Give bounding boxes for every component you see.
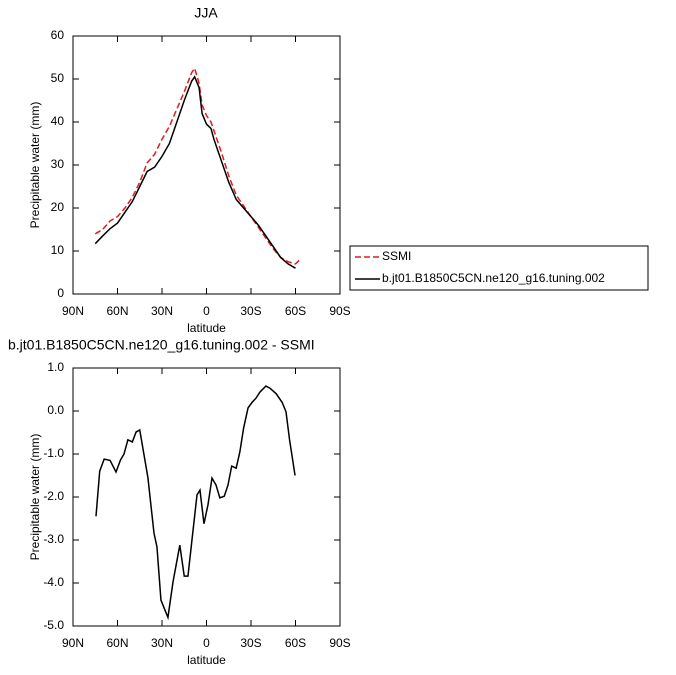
x-axis-label: latitude xyxy=(187,653,226,667)
y-tick-label: 40 xyxy=(51,114,65,128)
x-tick-label: 60N xyxy=(106,636,128,650)
legend-label: b.jt01.B1850C5CN.ne120_g16.tuning.002 xyxy=(382,271,605,285)
y-tick-label: 60 xyxy=(51,28,65,42)
y-tick-label: 1.0 xyxy=(47,360,64,374)
x-tick-label: 90S xyxy=(329,636,350,650)
y-tick-label: -4.0 xyxy=(43,575,64,589)
data-line xyxy=(94,66,301,265)
y-tick-label: 30 xyxy=(51,157,65,171)
x-tick-label: 90S xyxy=(329,304,350,318)
x-tick-label: 90N xyxy=(62,304,84,318)
y-tick-label: 50 xyxy=(51,71,65,85)
y-tick-label: -3.0 xyxy=(43,532,64,546)
x-tick-label: 60S xyxy=(285,636,306,650)
x-tick-label: 30N xyxy=(151,636,173,650)
plot-frame xyxy=(72,367,341,627)
y-tick-label: -2.0 xyxy=(43,489,64,503)
y-tick-label: -5.0 xyxy=(43,618,64,632)
x-tick-label: 0 xyxy=(203,636,210,650)
x-tick-label: 60S xyxy=(285,304,306,318)
y-axis-label: Precipitable water (mm) xyxy=(28,102,42,229)
plot-frame xyxy=(72,35,341,295)
y-tick-label: 10 xyxy=(51,243,65,257)
x-tick-label: 30N xyxy=(151,304,173,318)
chart-title: b.jt01.B1850C5CN.ne120_g16.tuning.002 - … xyxy=(8,337,315,353)
legend-box xyxy=(349,245,649,291)
y-axis-label: Precipitable water (mm) xyxy=(28,434,42,561)
y-tick-label: 0.0 xyxy=(47,403,64,417)
data-line xyxy=(94,75,296,269)
x-tick-label: 0 xyxy=(203,304,210,318)
x-tick-label: 60N xyxy=(106,304,128,318)
y-tick-label: 0 xyxy=(57,286,64,300)
x-axis-label: latitude xyxy=(187,321,226,335)
chart-title: JJA xyxy=(194,5,218,21)
x-tick-label: 30S xyxy=(240,304,261,318)
y-tick-label: 20 xyxy=(51,200,65,214)
legend-label: SSMI xyxy=(382,249,411,263)
y-tick-label: -1.0 xyxy=(43,446,64,460)
x-tick-label: 90N xyxy=(62,636,84,650)
x-tick-label: 30S xyxy=(240,636,261,650)
data-line xyxy=(95,385,296,621)
